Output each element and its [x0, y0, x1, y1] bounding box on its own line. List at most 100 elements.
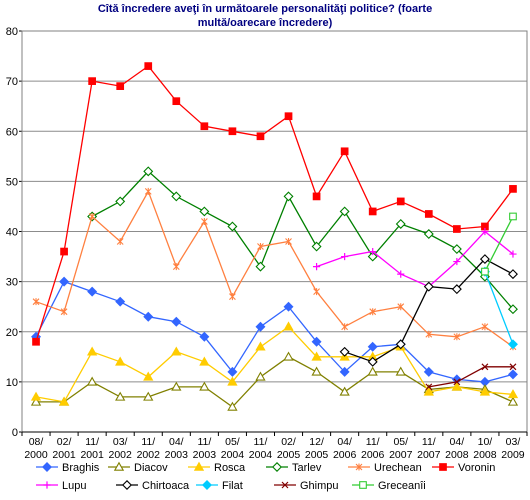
- point-diacov-7: [227, 401, 238, 411]
- point-lupu-16: [481, 227, 489, 236]
- point-ghimpu-14-shape: [425, 383, 433, 391]
- x-tick-label: 02/2005: [277, 436, 301, 461]
- x-tick-label: 11/2001: [80, 436, 104, 461]
- legend-marker-lupu: [43, 481, 51, 489]
- series-line-greceani-i: [484, 216, 514, 272]
- point-rosca-1-shape: [58, 396, 70, 406]
- series-urechean: [32, 187, 517, 351]
- point-urechean-10-shape: [313, 288, 320, 296]
- legend-marker-braghis-shape: [42, 462, 52, 472]
- point-braghis-2: [87, 286, 98, 297]
- point-rosca-17: [507, 389, 519, 399]
- point-tarlev-10-shape: [311, 241, 322, 252]
- point-urechean-16: [481, 323, 489, 331]
- point-ghimpu-14: [425, 383, 433, 391]
- point-urechean-1-shape: [60, 308, 68, 316]
- x-tick-label-line: 2001: [80, 449, 104, 461]
- point-ghimpu-15: [453, 378, 461, 386]
- legend-marker-greceani-i: [359, 481, 367, 489]
- point-voronin-8: [256, 132, 265, 141]
- y-tick-label: 50: [6, 176, 18, 188]
- point-voronin-4: [144, 62, 153, 70]
- point-braghis-7-shape: [227, 366, 238, 377]
- point-rosca-14-shape: [423, 386, 434, 396]
- point-braghis-9: [283, 301, 294, 312]
- point-tarlev-12-shape: [367, 251, 378, 262]
- point-rosca-3-shape: [115, 356, 126, 366]
- legend-label-urechean: Urechean: [374, 462, 422, 474]
- point-lupu-10-shape: [312, 262, 321, 271]
- point-diacov-0-shape: [30, 396, 42, 406]
- point-voronin-9: [284, 112, 293, 121]
- point-voronin-2-shape: [88, 77, 96, 85]
- point-lupu-12: [369, 247, 377, 256]
- series-line-diacov: [36, 356, 514, 408]
- point-urechean-9-shape: [285, 238, 292, 246]
- point-lupu-11-shape: [341, 252, 349, 261]
- point-chirtoaca-12-shape: [367, 356, 378, 367]
- point-voronin-1: [60, 247, 68, 256]
- legend-marker-voronin-shape: [439, 463, 447, 471]
- legend-marker-chirtoaca: [122, 480, 132, 490]
- x-tick-label-line: 2004: [221, 449, 245, 461]
- point-tarlev-5: [171, 191, 182, 202]
- point-diacov-3-shape: [115, 391, 126, 401]
- point-diacov-5: [171, 381, 182, 391]
- point-chirtoaca-11: [339, 346, 350, 357]
- point-diacov-8: [255, 371, 266, 381]
- point-tarlev-3-shape: [115, 196, 126, 207]
- point-diacov-13: [395, 366, 406, 376]
- point-voronin-14: [424, 210, 433, 218]
- y-axis: 0 10 20 30 40 50 60 70 80: [6, 26, 23, 439]
- point-voronin-1-shape: [60, 247, 68, 256]
- point-voronin-17: [509, 185, 517, 193]
- x-tick-label-line: 05/: [393, 436, 408, 448]
- point-greceani-i-17: [509, 212, 517, 221]
- x-tick-label-line: 2006: [361, 449, 385, 461]
- y-tick-label: 0: [12, 427, 18, 439]
- point-rosca-8: [255, 341, 266, 351]
- series-line-braghis: [35, 280, 514, 383]
- x-tick-label: 04/2008: [445, 436, 469, 461]
- legend-item-filat: Filat: [196, 480, 243, 492]
- y-tick-label: 40: [6, 227, 18, 239]
- point-urechean-15: [453, 333, 461, 341]
- point-braghis-5-shape: [171, 316, 182, 327]
- point-voronin-17-shape: [509, 185, 517, 193]
- x-tick-label: 03/2002: [109, 436, 133, 461]
- point-diacov-0: [30, 396, 42, 406]
- point-rosca-5-shape: [171, 346, 182, 356]
- point-voronin-7-shape: [228, 127, 237, 136]
- y-tick-label: 10: [6, 377, 18, 389]
- point-voronin-5: [172, 97, 181, 106]
- point-rosca-9-shape: [283, 321, 294, 331]
- point-braghis-3-shape: [115, 296, 126, 307]
- point-urechean-5: [172, 263, 180, 271]
- x-tick-label-line: 2002: [109, 449, 133, 461]
- x-tick-label-line: 11/: [422, 436, 436, 448]
- point-voronin-13: [396, 197, 405, 206]
- legend-marker-rosca: [193, 461, 205, 471]
- legend-label-chirtoaca: Chirtoaca: [142, 480, 190, 492]
- series-line-lupu: [316, 230, 514, 288]
- point-rosca-6: [199, 356, 210, 366]
- x-tick-label-line: 10/: [478, 436, 493, 448]
- point-rosca-10: [311, 351, 322, 361]
- point-braghis-6-shape: [199, 331, 210, 342]
- point-lupu-12-shape: [369, 247, 377, 256]
- point-diacov-11: [339, 386, 350, 396]
- point-diacov-17-shape: [507, 396, 519, 406]
- point-voronin-6-shape: [200, 122, 209, 131]
- point-lupu-15: [453, 257, 461, 266]
- x-tick-label-line: 05/: [225, 436, 240, 448]
- legend-marker-filat-shape: [202, 480, 212, 490]
- point-urechean-16-shape: [481, 323, 489, 331]
- legend-marker-lupu-shape: [43, 481, 51, 489]
- y-tick-label: 60: [6, 126, 18, 138]
- point-braghis-5: [171, 316, 182, 327]
- x-tick-label: 04/2006: [333, 436, 357, 461]
- point-urechean-3: [116, 238, 124, 246]
- point-rosca-17-shape: [507, 389, 519, 399]
- legend-item-braghis: Braghis: [36, 462, 100, 474]
